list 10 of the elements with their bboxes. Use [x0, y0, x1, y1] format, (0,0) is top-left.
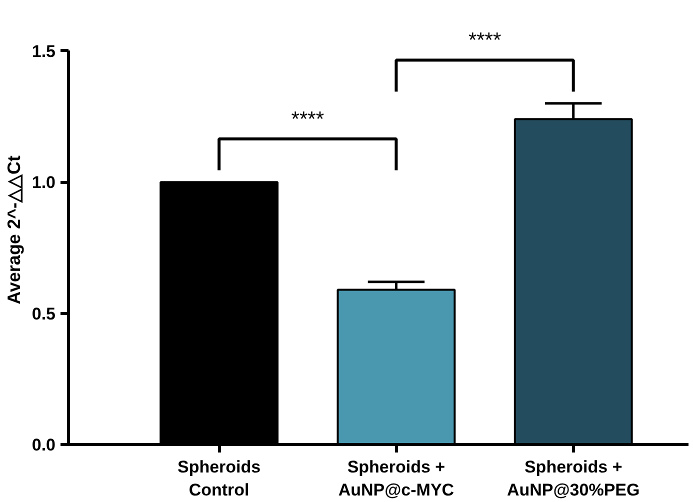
x-tick-label: Spheroids + AuNP@c-MYC [338, 458, 454, 500]
annotation: **** [291, 108, 324, 131]
x-tick-label: Spheroids Control [178, 458, 261, 500]
y-tick-label: 0.5 [32, 304, 56, 324]
x-tick-label: Spheroids + AuNP@30%PEG [506, 458, 640, 500]
y-axis-title: Average 2^-△△Ct [4, 156, 24, 304]
y-tick-label: 1.5 [32, 42, 56, 61]
y-tick-label: 0.0 [32, 436, 56, 454]
y-tick-label: 1.0 [32, 173, 56, 192]
annotation: **** [468, 29, 502, 52]
